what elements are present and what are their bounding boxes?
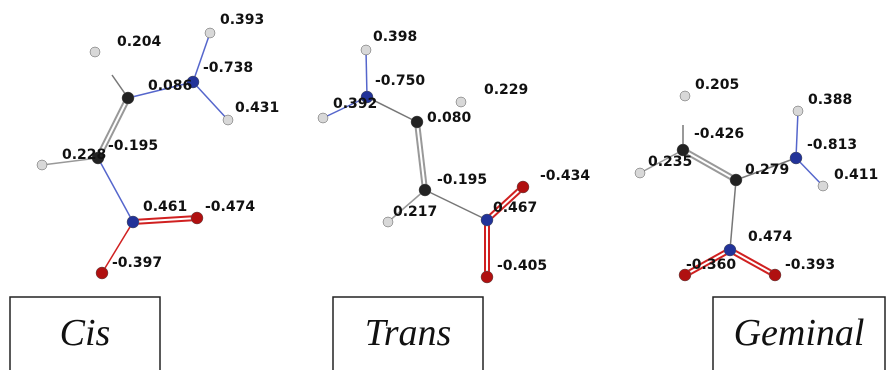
charge-label: 0.398 (373, 29, 417, 45)
charge-label: 0.431 (235, 100, 279, 116)
atom (419, 184, 431, 196)
bond (366, 50, 367, 97)
atom (635, 168, 645, 178)
atom (205, 28, 215, 38)
diagram: 0.2040.3930.086-0.7380.4310.228-0.1950.4… (0, 0, 891, 370)
charge-label: 0.217 (393, 204, 437, 220)
bond (133, 216, 197, 220)
charge-label: 0.393 (220, 12, 264, 28)
charge-label: 0.392 (333, 96, 377, 112)
atom (481, 271, 493, 283)
atom (818, 181, 828, 191)
charge-label: 0.204 (117, 34, 162, 50)
bond (731, 248, 776, 273)
charge-label: -0.434 (540, 168, 590, 184)
charge-label: 0.086 (148, 78, 192, 94)
charge-label: 0.461 (143, 199, 187, 215)
charge-label: 0.229 (484, 82, 528, 98)
charge-label: -0.397 (112, 255, 162, 271)
atom (793, 106, 803, 116)
atom (318, 113, 328, 123)
charge-label: 0.411 (834, 167, 878, 183)
bond (415, 122, 423, 190)
charge-label: -0.360 (686, 257, 736, 273)
atom (481, 214, 493, 226)
charge-label: 0.474 (748, 229, 793, 245)
atom (127, 216, 139, 228)
atom (456, 97, 466, 107)
atom (191, 212, 203, 224)
charge-label: -0.813 (807, 137, 857, 153)
charge-label: -0.195 (108, 138, 158, 154)
atom (90, 47, 100, 57)
molecule-name: Trans (365, 312, 452, 354)
atom (790, 152, 802, 164)
atom (411, 116, 423, 128)
atom (383, 217, 393, 227)
charge-label: 0.205 (695, 77, 739, 93)
molecule-name: Geminal (734, 312, 865, 354)
atom (680, 91, 690, 101)
atom (769, 269, 781, 281)
atom (37, 160, 47, 170)
charge-label: 0.279 (745, 162, 789, 178)
charge-label: 0.080 (427, 110, 472, 126)
bond (419, 122, 427, 190)
charge-label: -0.195 (437, 172, 487, 188)
atom (730, 174, 742, 186)
atom (361, 45, 371, 55)
atom (517, 181, 529, 193)
charge-label: -0.738 (203, 60, 253, 76)
atom (724, 244, 736, 256)
charge-label: -0.426 (694, 126, 744, 142)
bond (133, 220, 197, 224)
bond (193, 82, 228, 120)
charge-label: -0.474 (205, 199, 255, 215)
charge-label: -0.393 (785, 257, 835, 273)
charge-label: 0.388 (808, 92, 852, 108)
charge-label: 0.235 (648, 154, 692, 170)
charge-label: -0.405 (497, 258, 547, 274)
bond (98, 158, 133, 222)
atom (122, 92, 134, 104)
atom (96, 267, 108, 279)
bond (796, 111, 798, 158)
charge-label: 0.228 (62, 147, 106, 163)
atom (223, 115, 233, 125)
charge-label: -0.750 (375, 73, 425, 89)
bond (730, 180, 736, 250)
molecule-name: Cis (60, 312, 111, 354)
charge-label: 0.467 (493, 200, 537, 216)
